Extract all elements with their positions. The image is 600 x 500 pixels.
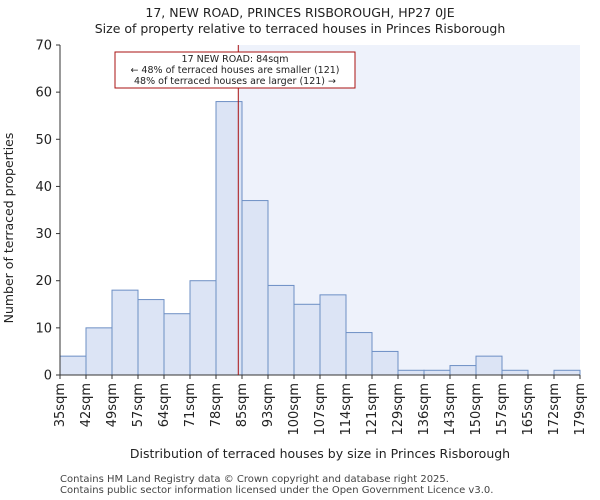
histogram-bar (267, 284, 295, 376)
chart-subtitle: Size of property relative to terraced ho… (94, 21, 506, 36)
histogram-bar (241, 200, 269, 376)
histogram-bar (59, 355, 87, 376)
y-tick-label: 0 (44, 369, 52, 384)
histogram-bar (345, 332, 373, 376)
y-tick-label: 60 (35, 86, 52, 101)
y-tick-label: 50 (35, 133, 52, 148)
histogram-bar (423, 369, 451, 376)
histogram-bar (475, 355, 503, 376)
x-tick-label: 35sqm (53, 383, 68, 427)
histogram-bar (85, 327, 113, 376)
chart-title: 17, NEW ROAD, PRINCES RISBOROUGH, HP27 0… (145, 5, 455, 20)
x-tick-label: 129sqm (391, 383, 406, 436)
y-tick-label: 70 (35, 39, 52, 54)
histogram-bar (215, 101, 243, 376)
histogram-bar (293, 303, 321, 376)
histogram-bar (371, 350, 399, 376)
histogram-bar (137, 299, 165, 376)
y-tick-label: 20 (35, 274, 52, 289)
histogram-bar (501, 369, 529, 376)
y-tick-label: 30 (35, 227, 52, 242)
footer-copyright: Contains HM Land Registry data © Crown c… (60, 474, 449, 485)
x-tick-label: 42sqm (79, 383, 94, 427)
x-tick-label: 64sqm (157, 383, 172, 427)
x-tick-label: 100sqm (287, 383, 302, 436)
x-tick-label: 78sqm (209, 383, 224, 427)
histogram-bar (319, 294, 347, 376)
y-axis-title: Number of terraced properties (1, 133, 16, 324)
histogram-bar (449, 365, 477, 376)
y-tick-label: 40 (35, 180, 52, 195)
histogram-bar (189, 280, 217, 376)
x-tick-label: 85sqm (235, 383, 250, 427)
x-tick-label: 179sqm (573, 383, 588, 436)
x-tick-label: 107sqm (313, 383, 328, 436)
x-tick-label: 165sqm (521, 383, 536, 436)
x-tick-label: 57sqm (131, 383, 146, 427)
x-axis-title: Distribution of terraced houses by size … (130, 446, 510, 461)
annotation-line-3: 48% of terraced houses are larger (121) … (134, 76, 336, 87)
x-tick-label: 121sqm (365, 383, 380, 436)
x-tick-label: 172sqm (547, 383, 562, 436)
x-tick-label: 136sqm (417, 383, 432, 436)
x-tick-label: 71sqm (183, 383, 198, 427)
x-tick-label: 114sqm (339, 383, 354, 436)
y-tick-label: 10 (35, 321, 52, 336)
annotation-box (114, 51, 356, 89)
footer-licence: Contains public sector information licen… (60, 485, 494, 496)
histogram-bar (163, 313, 191, 376)
x-tick-label: 49sqm (105, 383, 120, 427)
x-tick-label: 150sqm (469, 383, 484, 436)
histogram-bar (111, 289, 139, 376)
annotation-line-1: 17 NEW ROAD: 84sqm (182, 54, 289, 65)
x-tick-label: 93sqm (261, 383, 276, 427)
annotation-line-2: ← 48% of terraced houses are smaller (12… (130, 65, 339, 76)
x-tick-label: 143sqm (443, 383, 458, 436)
histogram-bar (397, 369, 425, 376)
x-tick-label: 157sqm (495, 383, 510, 436)
histogram-bar (553, 369, 581, 376)
